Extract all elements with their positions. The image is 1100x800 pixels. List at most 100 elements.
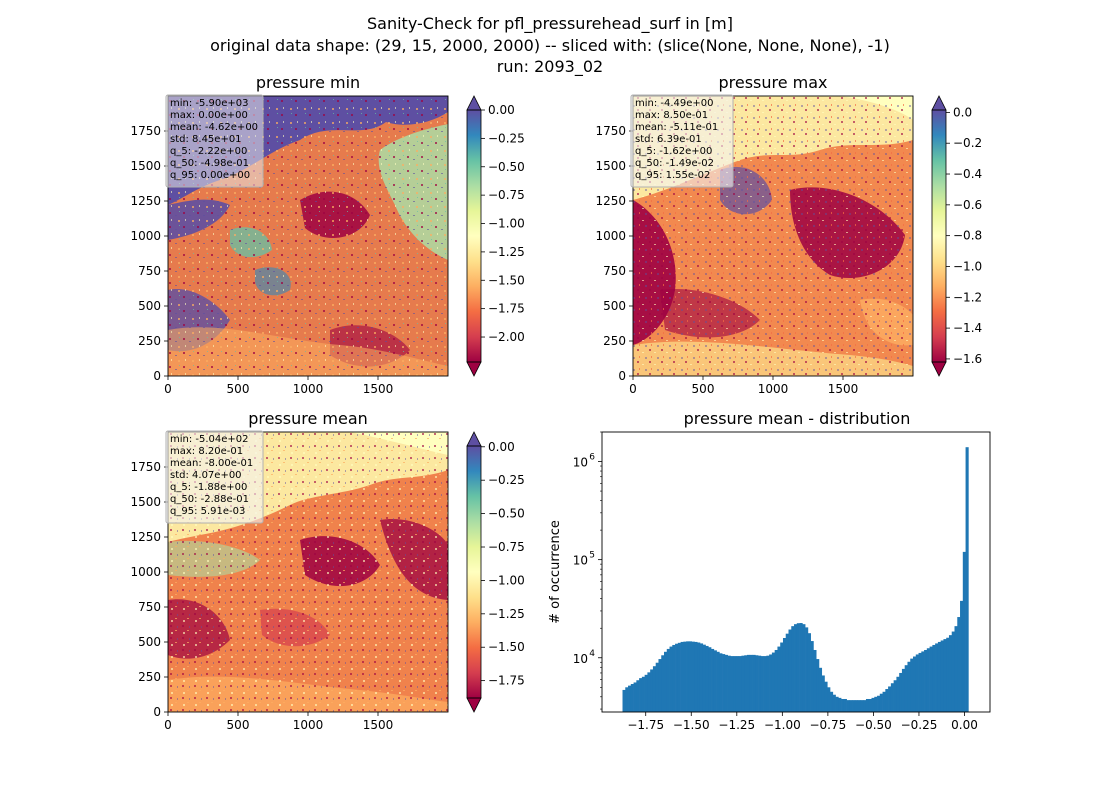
histogram-bar [758,655,762,712]
colorbar-extend-top [931,95,947,111]
histogram-bar [788,629,792,712]
histogram-bar [865,698,870,712]
colorbar-extend-bottom [466,697,482,713]
histogram-bar [827,687,831,712]
x-tick-label: 500 [227,382,250,396]
histogram-bar [688,641,693,712]
panel-title-distribution: pressure mean - distribution [684,409,911,428]
histogram-bar [841,698,845,712]
histogram-bar [932,644,936,712]
histogram-bar [741,655,745,712]
histogram-bar [940,640,944,712]
colorbar-tick-label: −1.50 [488,273,525,287]
x-tick-label: 0.00 [951,718,978,732]
x-tick-label: 500 [227,718,250,732]
colorbar-tick-label: −0.75 [488,540,525,554]
histogram-bar [863,700,867,712]
histogram-bar [877,695,881,712]
histogram-bar [746,654,751,712]
stats-line: q_50: -4.98e-01 [170,158,249,169]
histogram-bar [882,691,886,712]
histogram-bar [675,643,679,712]
histogram-bars [622,447,969,712]
histogram-bar [885,689,889,712]
histogram-bar [644,674,648,712]
histogram-bar [766,655,770,712]
histogram-bar [782,637,787,712]
histogram-bar [630,684,634,712]
colorbar-gradient [467,110,481,362]
histogram-bar [666,648,670,712]
histogram-bar [708,647,712,712]
x-tick-label: 1000 [293,382,324,396]
y-tick-label: 500 [603,299,626,313]
histogram-bar [832,694,836,712]
histogram-bar [636,680,640,712]
stats-line: q_95: 1.55e-02 [635,170,710,181]
histogram-bar [777,646,781,712]
y-tick-label: 1250 [130,194,161,208]
histogram-bar [769,654,773,712]
y-tick-label: 750 [138,600,161,614]
y-tick-label: 0 [153,705,161,719]
y-tick-label: 250 [138,334,161,348]
histogram-bar [816,659,820,712]
histogram-bar [780,642,784,712]
histogram-bar [910,658,914,712]
histogram-bar [838,697,842,712]
colorbar-gradient [467,446,481,698]
histogram-bar [716,651,720,712]
colorbar-pressure-mean: 0.00 −0.25 −0.50 −0.75 −1.00 −1.25 −1.50 −1.75 [466,431,525,713]
histogram-bar [890,683,894,712]
y-tick-label: 10 [573,652,588,666]
x-tick-label: −1.75 [627,718,664,732]
colorbar-tick-label: −1.0 [953,259,982,273]
histogram-bar [785,633,789,712]
y-tick-label: 1750 [130,124,161,138]
colorbar-tick-label: −0.50 [488,160,525,174]
histogram-bar [661,655,665,712]
y-tick-label: 1250 [130,530,161,544]
colorbar-tick-label: −0.6 [953,198,982,212]
histogram-bar [957,617,961,712]
histogram-bar [871,697,875,712]
histogram-bar [655,662,659,712]
histogram-bar [874,696,878,712]
histogram-bar [691,641,695,712]
stats-line: mean: -4.62e+00 [170,122,258,133]
stats-line: std: 4.07e+00 [170,470,242,481]
y-tick-label: 1500 [595,159,626,173]
histogram-bar [860,700,864,712]
histogram-bar [628,685,632,712]
y-tick-exponent: 4 [589,649,595,659]
panel-title-pressure-max: pressure max [718,73,827,92]
histogram-bar [813,649,817,712]
figure-title-line-1: Sanity-Check for pfl_pressurehead_surf i… [367,14,733,34]
colorbar-tick-label: 0.00 [488,440,515,454]
histogram-bar [794,624,798,712]
histogram-bar [697,642,701,712]
histogram-bar [893,680,897,712]
histogram-bar [622,689,626,712]
histogram-bar [854,700,858,712]
figure-title-line-3: run: 2093_02 [497,57,603,77]
y-tick-label: 0 [618,369,626,383]
colorbar-tick-label: −0.4 [953,167,982,181]
axes-pressure-max: 0 500 1000 1500 0 250 500 750 1000 1250 1500 1750 [595,124,858,396]
colorbar-tick-label: −1.2 [953,290,982,304]
x-tick-label: 0 [629,382,637,396]
histogram-bar [907,661,911,712]
histogram-bar [705,645,709,712]
colorbar-tick-label: −0.25 [488,473,525,487]
y-axis-label: # of occurrence [548,520,563,624]
histogram-bar [896,676,900,712]
stats-line: q_5: -1.88e+00 [170,482,247,493]
histogram-bar [805,627,809,712]
stats-line: min: -4.49e+00 [635,98,714,109]
y-tick-label: 500 [138,635,161,649]
histogram-bar [835,696,839,712]
histogram-bar [711,648,715,712]
histogram-bar [962,551,966,712]
colorbar-tick-label: 0.0 [953,105,972,119]
